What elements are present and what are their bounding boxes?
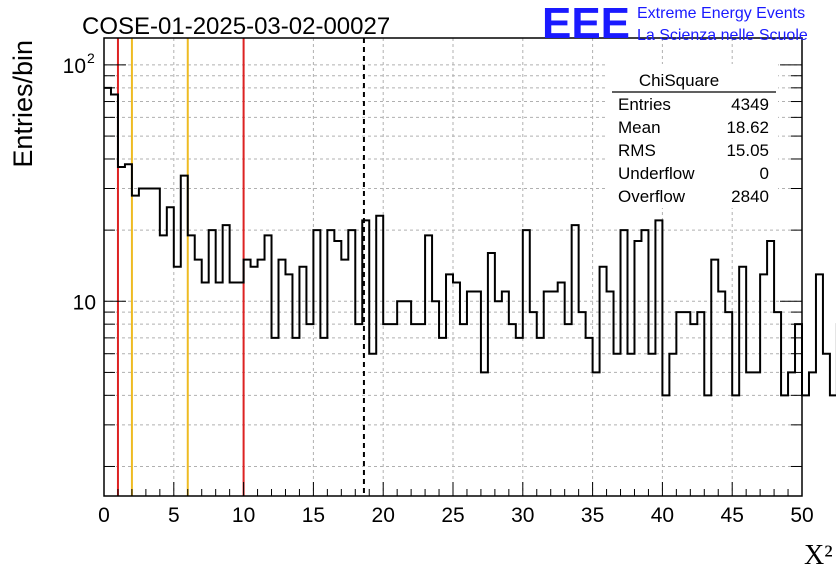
axis-ticks <box>103 64 803 496</box>
chart-title: COSE-01-2025-03-02-00027 <box>82 13 390 40</box>
x-tick-label: 5 <box>168 504 180 527</box>
x-tick-label: 0 <box>98 504 110 527</box>
stats-row-value: 15.05 <box>726 141 769 160</box>
x-tick-label: 25 <box>441 504 464 527</box>
stats-row-label: RMS <box>618 141 656 160</box>
stats-row-value: 4349 <box>731 95 769 114</box>
stats-row-label: Entries <box>618 95 671 114</box>
grid <box>104 38 802 496</box>
stats-row-value: 18.62 <box>726 118 769 137</box>
y-axis-label: Entries/bin <box>8 40 38 168</box>
stats-row-label: Underflow <box>618 164 695 183</box>
x-tick-label: 45 <box>721 504 744 527</box>
stats-row-value: 2840 <box>731 187 769 206</box>
stats-row-value: 0 <box>760 164 769 183</box>
stats-row-label: Mean <box>618 118 661 137</box>
eee-logo-line2: La Scienza nelle Scuole <box>637 27 808 44</box>
stats-title: ChiSquare <box>639 71 719 90</box>
x-tick-label: 10 <box>232 504 255 527</box>
y-tick-exponent: 2 <box>87 50 95 66</box>
y-tick-label: 10 <box>73 291 96 314</box>
stats-box: ChiSquare Entries 4349 Mean 18.62 RMS 15.05 Un… <box>608 64 778 208</box>
stats-rows: Entries 4349 Mean 18.62 RMS 15.05 Underflow 0 Ov… <box>618 95 769 206</box>
x-tick-label: 40 <box>651 504 674 527</box>
x-tick-label: 20 <box>372 504 395 527</box>
stats-box-bg <box>608 64 778 208</box>
eee-logo-line1: Extreme Energy Events <box>637 5 805 22</box>
x-tick-label: 30 <box>511 504 534 527</box>
marker-lines <box>116 38 365 496</box>
y-tick-label: 10 <box>63 55 86 78</box>
x-tick-labels: 0 5 10 15 20 25 30 35 40 45 50 <box>98 504 814 527</box>
x-tick-label: 15 <box>302 504 325 527</box>
histogram-series <box>104 86 836 397</box>
eee-logo: EEE Extreme Energy Events La Scienza nel… <box>542 0 808 48</box>
x-tick-label: 50 <box>790 504 813 527</box>
stats-row-label: Overflow <box>618 187 686 206</box>
x-tick-label: 35 <box>581 504 604 527</box>
eee-logo-mark: EEE <box>542 0 630 48</box>
x-axis-label: X² <box>804 540 833 571</box>
